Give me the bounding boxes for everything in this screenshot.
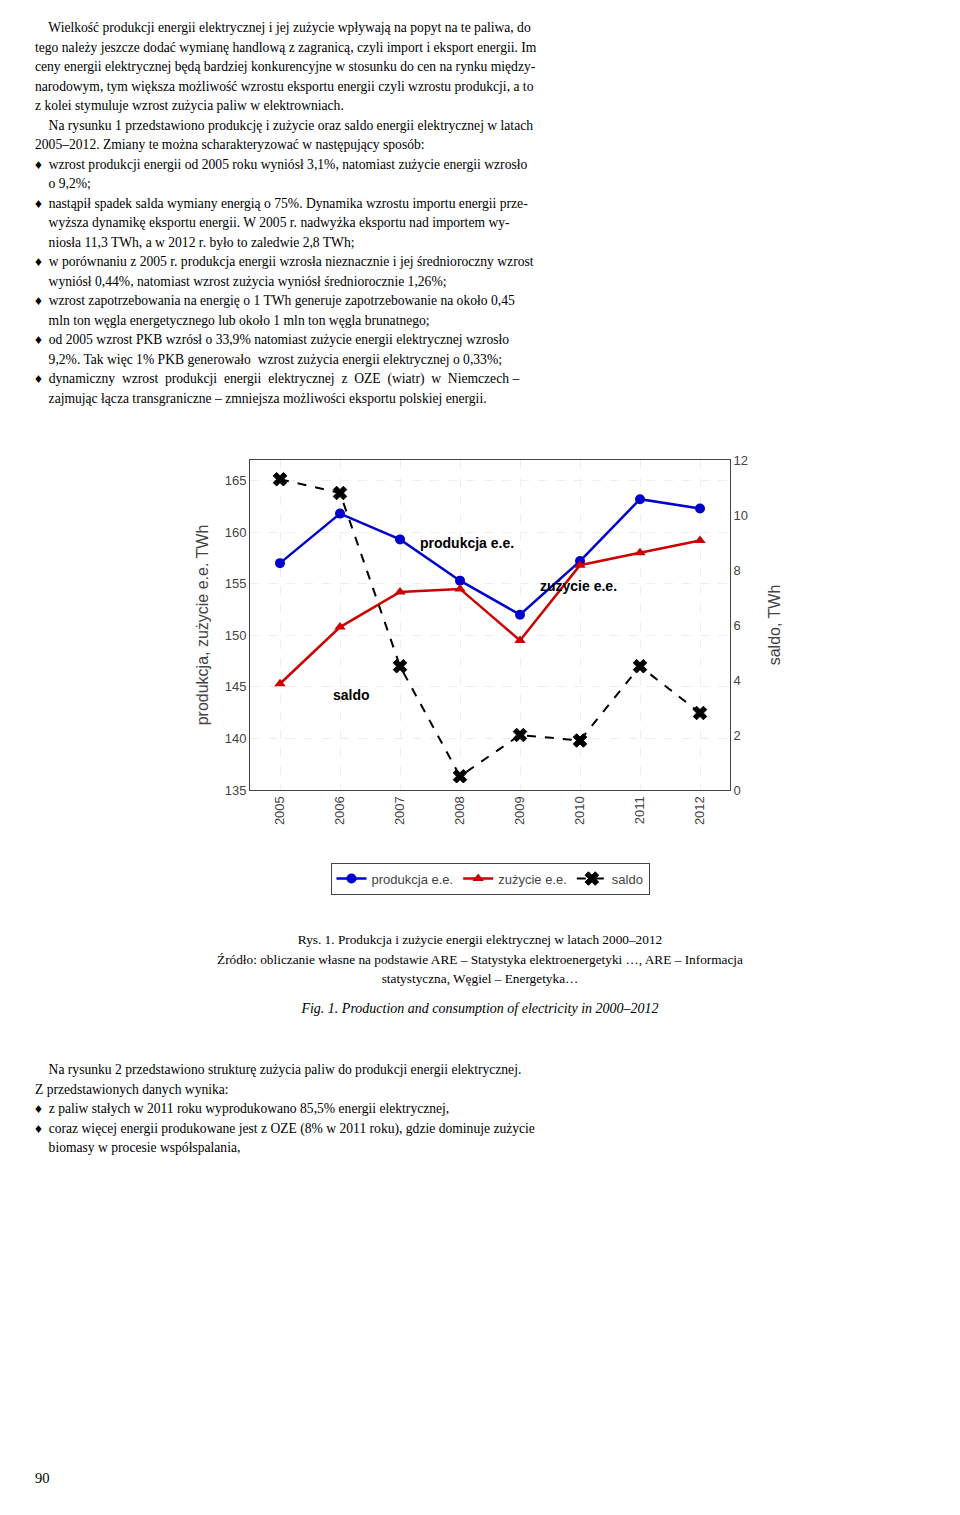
html-text:Fig. 1. Production and consump: Fig. 1. Production and consumption of el… — [301, 1000, 659, 1016]
svg-text:165: 165 — [225, 473, 247, 488]
html-text:niosła 11,3 TWh, a w 2012 r. b: niosła 11,3 TWh, a w 2012 r. było to zal… — [35, 234, 355, 250]
svg-text:zużycie e.e.: zużycie e.e. — [540, 578, 617, 594]
svg-text:2008: 2008 — [452, 796, 467, 825]
html-text:Z przedstawionych danych wynik: Z przedstawionych danych wynika: — [35, 1081, 229, 1097]
html-text:♦ wzrost zapotrzebowania na en: ♦ wzrost zapotrzebowania na energię o 1 … — [35, 293, 515, 308]
html-text:mln ton węgla energetycznego l: mln ton węgla energetycznego lub około 1… — [35, 312, 430, 328]
svg-text:zużycie e.e.: zużycie e.e. — [498, 872, 567, 887]
svg-text:135: 135 — [225, 783, 247, 798]
html-text:zajmując łącza transgraniczne: zajmując łącza transgraniczne – zmniejsz… — [35, 390, 487, 406]
svg-text:155: 155 — [225, 576, 247, 591]
html-text:♦ w porównaniu z 2005 r. produ: ♦ w porównaniu z 2005 r. produkcja energ… — [35, 254, 534, 269]
svg-text:2: 2 — [734, 728, 741, 743]
svg-text:produkcja e.e.: produkcja e.e. — [372, 872, 454, 887]
html-text:narodowym, tym większa możliwo: narodowym, tym większa możliwość wzrostu… — [35, 78, 534, 94]
html-text:2005–2012. Zmiany te można sch: 2005–2012. Zmiany te można scharakteryzo… — [35, 137, 425, 152]
svg-text:saldo: saldo — [612, 872, 643, 887]
svg-text:10: 10 — [734, 508, 748, 523]
svg-text:140: 140 — [225, 731, 247, 746]
svg-text:produkcja, zużycie e.e. TWh: produkcja, zużycie e.e. TWh — [194, 525, 211, 726]
html-text:♦ coraz więcej energii produko: ♦ coraz więcej energii produkowane jest … — [35, 1120, 535, 1136]
html-text:Na rysunku 1 przedstawiono pro: Na rysunku 1 przedstawiono produkcję i z… — [35, 117, 533, 133]
svg-text:2012: 2012 — [692, 796, 707, 825]
html-text:♦ z paliw stałych w 2011 roku: ♦ z paliw stałych w 2011 roku wyprodukow… — [35, 1101, 450, 1116]
html-text:Na rysunku 2 przedstawiono str: Na rysunku 2 przedstawiono strukturę zuż… — [35, 1062, 522, 1077]
html-text:statystyczna, Węgiel – Energet: statystyczna, Węgiel – Energetyka… — [381, 971, 579, 986]
html-text:wyższa dynamikę eksportu energ: wyższa dynamikę eksportu energii. W 2005… — [35, 215, 510, 230]
html-text:♦ dynamiczny wzrost produkcji: ♦ dynamiczny wzrost produkcji energii el… — [35, 371, 520, 386]
html-text:90: 90 — [35, 1470, 50, 1486]
html-text:biomasy w procesie współspalan: biomasy w procesie współspalania, — [35, 1140, 241, 1155]
svg-text:2005: 2005 — [272, 796, 287, 825]
svg-text:2010: 2010 — [572, 796, 587, 825]
svg-text:145: 145 — [225, 679, 247, 694]
html-text:♦ od 2005 wzrost PKB wzrósł o: ♦ od 2005 wzrost PKB wzrósł o 33,9% nato… — [35, 332, 509, 347]
html-text:♦ wzrost produkcji energii od: ♦ wzrost produkcji energii od 2005 roku … — [35, 156, 528, 172]
html-text:z kolei stymuluje wzrost zużyc: z kolei stymuluje wzrost zużycia paliw w… — [35, 98, 344, 113]
svg-text:2007: 2007 — [392, 796, 407, 825]
html-text:Rys. 1. Produkcja i zużycie en: Rys. 1. Produkcja i zużycie energii elek… — [297, 932, 663, 947]
html-text:wyniósł 0,44%, natomiast wzros: wyniósł 0,44%, natomiast wzrost zużycia … — [35, 273, 447, 289]
svg-text:12: 12 — [734, 453, 748, 468]
html-text:o 9,2%;: o 9,2%; — [35, 176, 91, 191]
svg-text:8: 8 — [734, 563, 741, 578]
html-text:♦ nastąpił spadek salda wymian: ♦ nastąpił spadek salda wymiany energią … — [35, 195, 528, 211]
html-text:ceny energii elektrycznej będą: ceny energii elektrycznej będą bardziej … — [35, 59, 536, 74]
svg-text:4: 4 — [734, 673, 741, 688]
svg-text:2011: 2011 — [632, 796, 647, 824]
svg-text:6: 6 — [734, 618, 741, 633]
svg-text:0: 0 — [734, 783, 741, 798]
svg-text:saldo: saldo — [333, 687, 370, 703]
svg-text:2009: 2009 — [512, 796, 527, 825]
svg-text:2006: 2006 — [332, 796, 347, 825]
svg-text:saldo, TWh: saldo, TWh — [766, 585, 783, 666]
svg-text:150: 150 — [225, 628, 247, 643]
html-text:Wielkość produkcji energii ele: Wielkość produkcji energii elektrycznej … — [35, 20, 531, 35]
html-text:tego należy jeszcze dodać wymi: tego należy jeszcze dodać wymianę handlo… — [35, 39, 537, 55]
svg-text:produkcja e.e.: produkcja e.e. — [420, 535, 514, 551]
html-text:9,2%. Tak więc 1% PKB generowa: 9,2%. Tak więc 1% PKB generowało wzrost … — [35, 351, 502, 367]
html-text:Źródło: obliczanie własne na p: Źródło: obliczanie własne na podstawie A… — [217, 951, 743, 967]
svg-text:160: 160 — [225, 525, 247, 540]
